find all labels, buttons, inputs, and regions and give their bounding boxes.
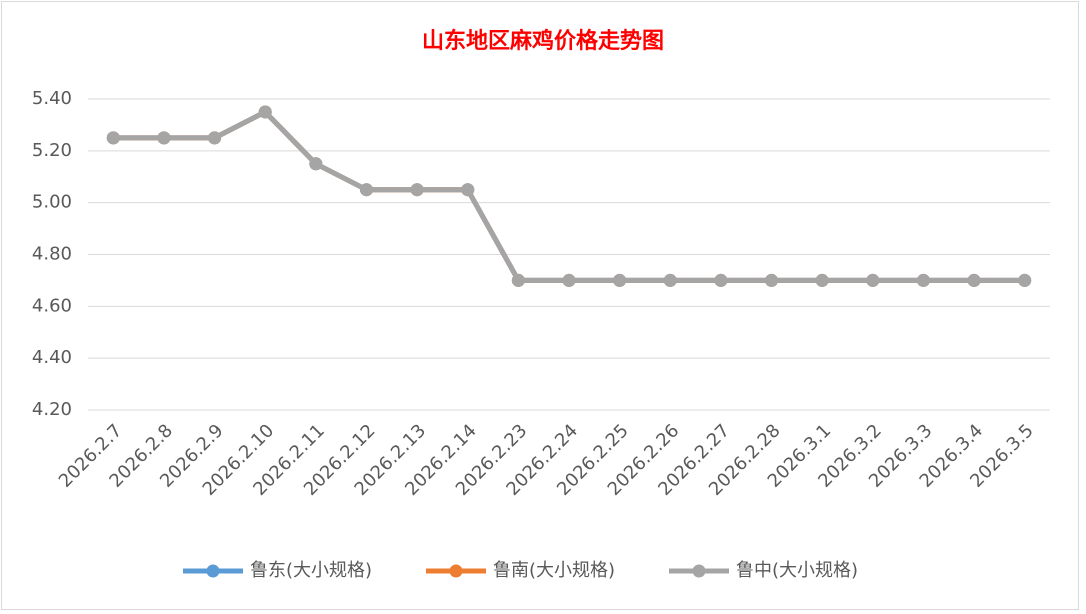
legend-marker xyxy=(206,564,220,578)
point-marker xyxy=(461,183,475,197)
chart-title: 山东地区麻鸡价格走势图 xyxy=(422,28,664,54)
legend-marker xyxy=(449,564,463,578)
point-marker xyxy=(511,273,525,287)
point-marker xyxy=(765,273,779,287)
legend-label: 鲁南(大小规格) xyxy=(493,560,615,581)
point-marker xyxy=(663,273,677,287)
point-marker xyxy=(410,183,424,197)
point-marker xyxy=(967,273,981,287)
y-tick-label: 4.60 xyxy=(32,295,72,316)
legend-label: 鲁东(大小规格) xyxy=(250,560,372,581)
legend-marker xyxy=(692,564,706,578)
point-marker xyxy=(106,131,120,145)
y-tick-label: 5.40 xyxy=(32,88,72,109)
y-tick-label: 4.20 xyxy=(32,399,72,420)
point-marker xyxy=(815,273,829,287)
y-tick-label: 5.00 xyxy=(32,192,72,213)
point-marker xyxy=(258,105,272,119)
point-marker xyxy=(1018,273,1032,287)
point-marker xyxy=(157,131,171,145)
point-marker xyxy=(562,273,576,287)
legend-label: 鲁中(大小规格) xyxy=(736,560,858,581)
point-marker xyxy=(714,273,728,287)
y-tick-label: 4.80 xyxy=(32,244,72,265)
point-marker xyxy=(613,273,627,287)
point-marker xyxy=(866,273,880,287)
y-tick-label: 4.40 xyxy=(32,347,72,368)
point-marker xyxy=(309,157,323,171)
point-marker xyxy=(208,131,222,145)
point-marker xyxy=(916,273,930,287)
y-tick-label: 5.20 xyxy=(32,140,72,161)
point-marker xyxy=(359,183,373,197)
